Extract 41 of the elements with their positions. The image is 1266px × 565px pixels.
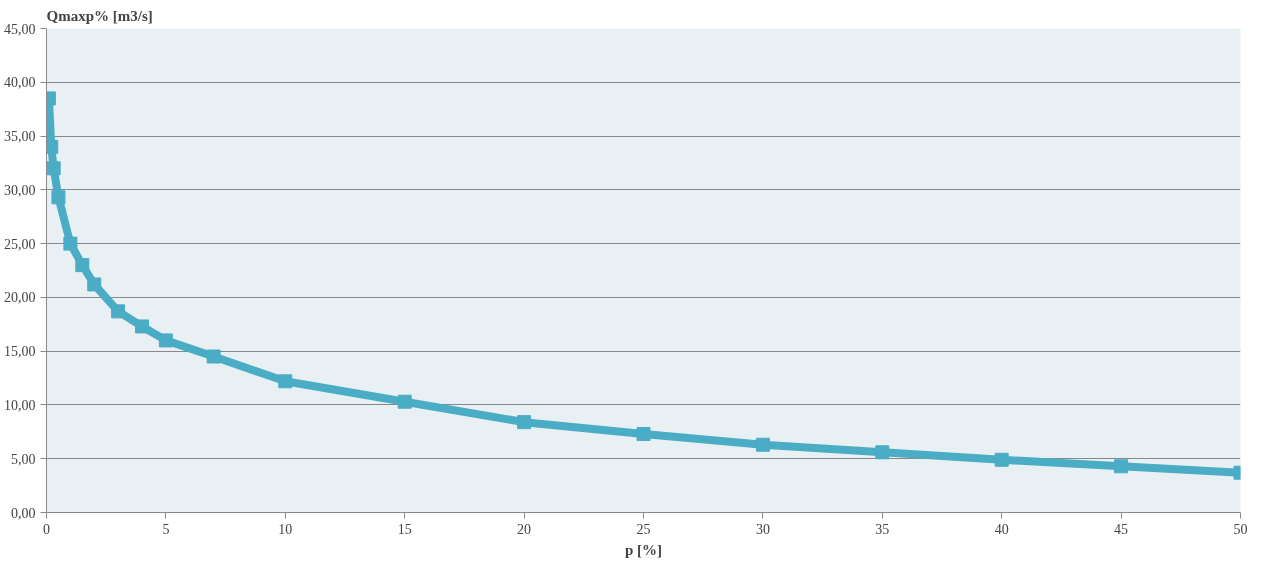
y-tick-label: 30,00 xyxy=(4,182,36,198)
x-tick-label: 30 xyxy=(755,521,770,537)
y-tick-label: 45,00 xyxy=(4,21,36,37)
point xyxy=(875,445,890,460)
y-tick-label: 10,00 xyxy=(4,397,36,413)
point xyxy=(278,374,293,389)
point xyxy=(135,319,150,334)
x-tick-label: 10 xyxy=(278,521,293,537)
x-tick-label: 35 xyxy=(875,521,890,537)
point xyxy=(206,349,221,364)
point xyxy=(46,161,61,176)
point xyxy=(75,258,90,273)
x-tick-label: 50 xyxy=(1233,521,1248,537)
x-axis-title: p [%] xyxy=(624,541,663,558)
y-tick-label: 5,00 xyxy=(11,451,36,467)
x-tick-label: 45 xyxy=(1114,521,1129,537)
point xyxy=(46,139,59,154)
y-tick-label: 20,00 xyxy=(4,290,36,306)
y-tick-label: 40,00 xyxy=(4,75,36,91)
y-tick-label: 25,00 xyxy=(4,236,36,252)
point xyxy=(158,333,173,348)
y-tick-label: 0,00 xyxy=(11,505,36,521)
point xyxy=(755,437,770,452)
point xyxy=(994,452,1009,467)
point xyxy=(636,426,651,441)
point xyxy=(397,394,412,409)
x-tick-label: 20 xyxy=(517,521,532,537)
point xyxy=(1114,459,1129,474)
point xyxy=(111,304,126,319)
y-axis-title: Qmaxp% [m3/s] xyxy=(46,7,153,24)
point xyxy=(63,236,78,251)
y-tick-label: 35,00 xyxy=(4,129,36,145)
point xyxy=(87,277,102,292)
x-tick-label: 0 xyxy=(43,521,50,537)
x-tick-label: 5 xyxy=(162,521,170,537)
point xyxy=(517,415,532,430)
x-tick-label: 15 xyxy=(397,521,412,537)
x-tick-label: 25 xyxy=(636,521,651,537)
point xyxy=(51,190,66,205)
y-tick-label: 15,00 xyxy=(4,344,36,360)
x-tick-label: 40 xyxy=(994,521,1009,537)
